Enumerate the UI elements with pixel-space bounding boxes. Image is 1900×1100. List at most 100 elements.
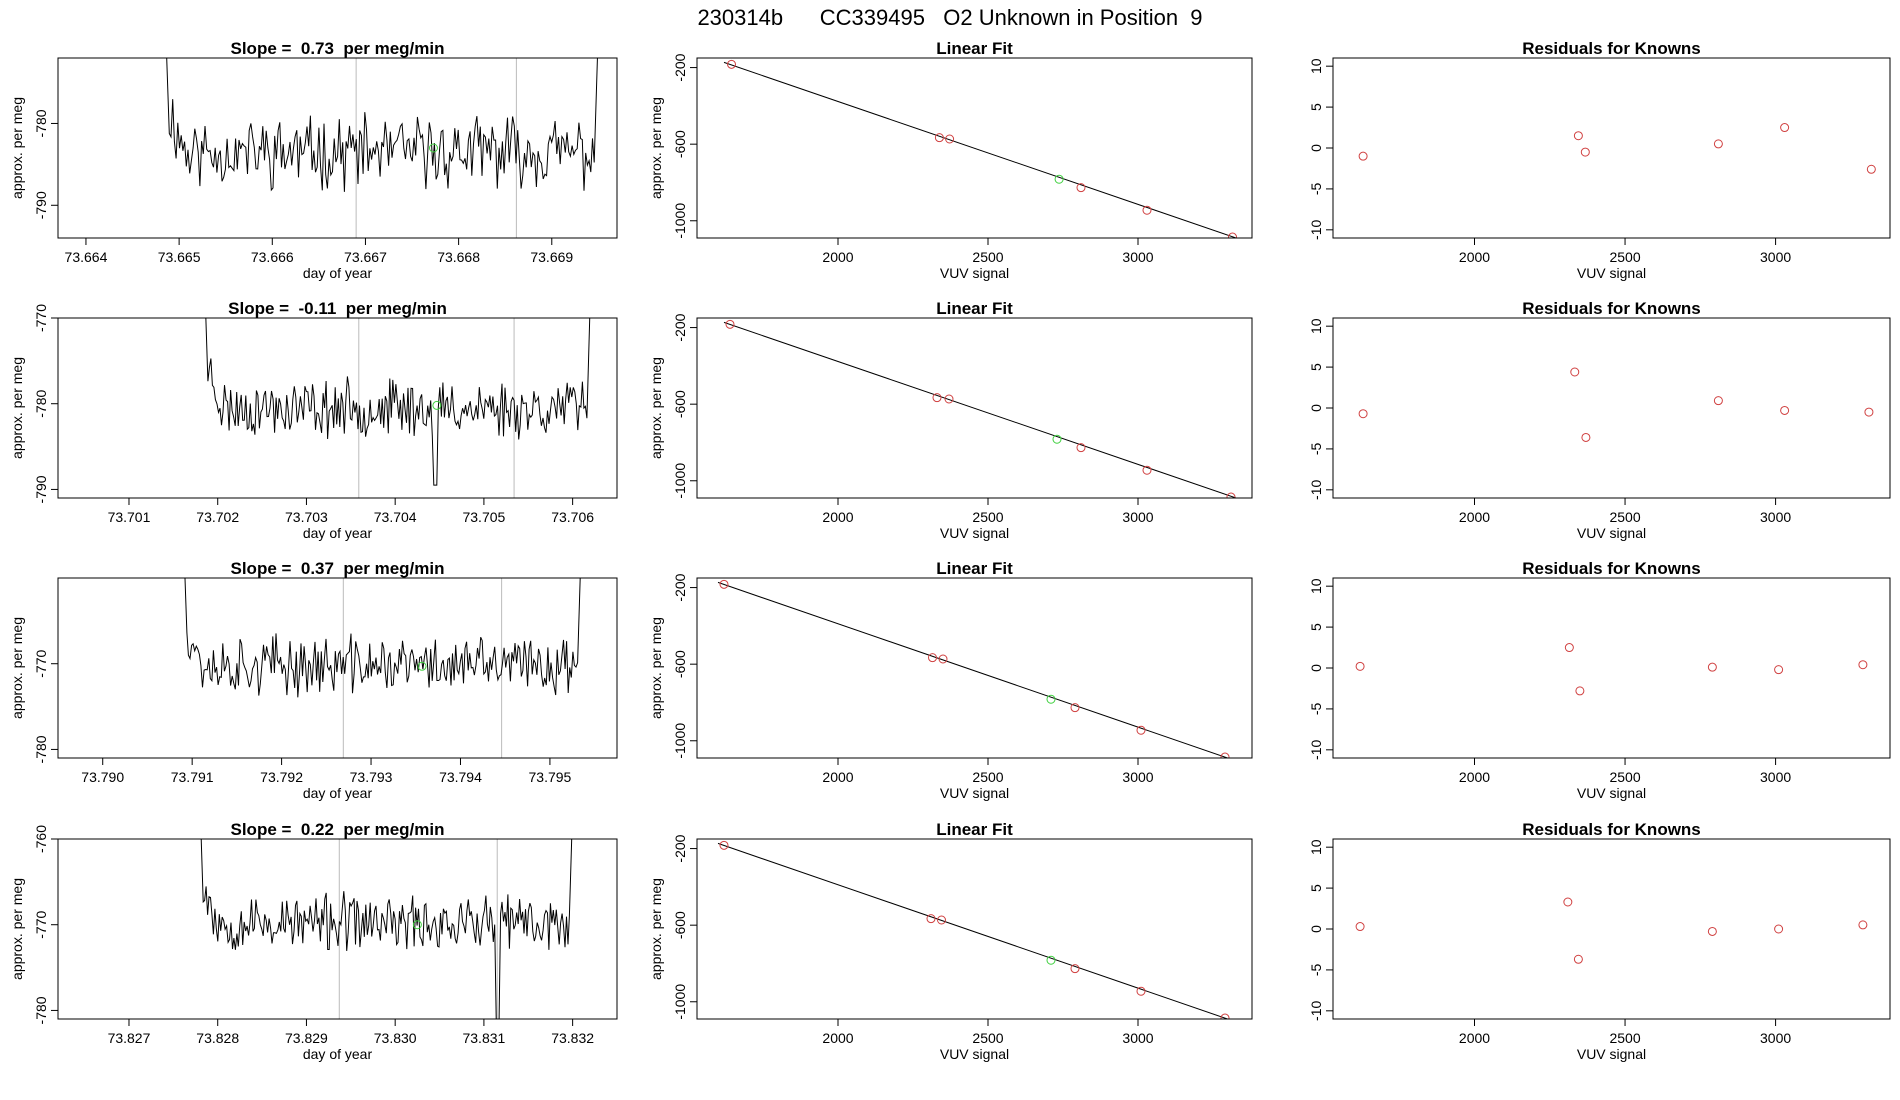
x-tick-label: 2000 — [822, 509, 853, 525]
x-axis-label: VUV signal — [1577, 785, 1646, 801]
unknown-point — [417, 661, 427, 671]
y-tick-label: -5 — [1308, 182, 1324, 195]
residual-point — [1573, 954, 1583, 964]
x-tick-label: 73.794 — [439, 769, 482, 785]
panel-residuals-row-4: Residuals for Knowns 2000 2500 3000 10 5 0 -5 -1… — [1308, 820, 1891, 1062]
panel-title: Slope = -0.11 per meg/min — [228, 299, 447, 318]
residual-point — [1355, 922, 1365, 932]
residual-point — [1355, 661, 1365, 671]
y-tick-label: 10 — [1308, 318, 1324, 334]
known-point — [932, 393, 942, 403]
y-tick-label: -600 — [672, 130, 688, 158]
plot-area — [166, 58, 598, 238]
y-tick-label: -200 — [672, 834, 688, 862]
y-axis-label: approx. per meg — [648, 878, 664, 980]
y-tick-label: -10 — [1308, 1000, 1324, 1020]
y-tick-label: -770 — [33, 649, 49, 677]
plot-frame — [1332, 838, 1891, 1020]
known-point — [937, 915, 946, 925]
y-tick-label: -5 — [1308, 963, 1324, 976]
residual-point — [1707, 662, 1717, 672]
x-tick-label: 73.830 — [374, 1030, 417, 1046]
x-tick-label: 73.790 — [81, 769, 124, 785]
x-tick-label: 2500 — [1609, 1030, 1640, 1046]
plot-area — [1355, 897, 1868, 964]
residual-point — [1780, 405, 1790, 415]
residual-point — [1858, 920, 1868, 930]
y-tick-label: -600 — [672, 911, 688, 939]
unknown-point — [432, 400, 442, 410]
plot-area — [717, 579, 1230, 758]
panel-linear-fit-row-4: Linear Fit 2000 2500 3000 -200 -600 -1000 VUV s… — [648, 820, 1253, 1062]
plot-area — [1358, 367, 1874, 442]
y-tick-label: -5 — [1308, 702, 1324, 715]
x-axis-label: day of year — [303, 525, 373, 541]
x-tick-label: 2000 — [1459, 769, 1490, 785]
x-tick-label: 73.832 — [551, 1030, 594, 1046]
x-tick-label: 73.665 — [158, 249, 201, 265]
x-axis-label: VUV signal — [940, 1046, 1009, 1062]
y-tick-label: -1000 — [672, 463, 688, 499]
plot-area — [1355, 643, 1868, 696]
residual-point — [1858, 660, 1868, 670]
plot-frame — [57, 57, 618, 239]
x-tick-label: 73.703 — [285, 509, 328, 525]
residual-point — [1774, 924, 1784, 934]
y-tick-label: 0 — [1308, 664, 1324, 672]
residual-point — [1866, 164, 1876, 174]
x-tick-label: 2500 — [1609, 769, 1640, 785]
y-tick-label: -1000 — [672, 723, 688, 759]
y-tick-label: 5 — [1308, 363, 1324, 371]
known-point — [1076, 443, 1086, 453]
x-tick-label: 73.668 — [437, 249, 480, 265]
known-point — [1070, 703, 1080, 713]
x-axis-label: VUV signal — [940, 265, 1009, 281]
x-tick-label: 3000 — [1122, 1030, 1153, 1046]
y-tick-label: 10 — [1308, 578, 1324, 594]
y-tick-label: 10 — [1308, 839, 1324, 855]
plot-area — [723, 59, 1238, 238]
residual-point — [1707, 926, 1717, 936]
y-tick-label: -200 — [672, 313, 688, 341]
y-tick-label: -1000 — [672, 203, 688, 239]
x-tick-label: 3000 — [1760, 1030, 1791, 1046]
x-tick-label: 2500 — [972, 769, 1003, 785]
y-tick-label: -10 — [1308, 479, 1324, 499]
y-axis-label: approx. per meg — [9, 357, 25, 459]
plot-area — [184, 578, 581, 758]
residual-point — [1358, 409, 1368, 419]
panel-title: Linear Fit — [936, 39, 1013, 58]
x-tick-label: 73.795 — [529, 769, 572, 785]
residual-point — [1573, 131, 1583, 141]
x-tick-label: 2000 — [822, 1030, 853, 1046]
plot-frame — [696, 317, 1253, 499]
x-tick-label: 73.828 — [196, 1030, 239, 1046]
y-tick-label: 0 — [1308, 925, 1324, 933]
x-tick-label: 3000 — [1760, 249, 1791, 265]
panel-residuals-row-3: Residuals for Knowns 2000 2500 3000 10 5 0 -5 -1… — [1308, 559, 1891, 801]
y-tick-label: -780 — [33, 109, 49, 137]
x-tick-label: 73.704 — [374, 509, 417, 525]
panel-title: Linear Fit — [936, 820, 1013, 839]
x-tick-label: 3000 — [1122, 769, 1153, 785]
unknown-point — [1046, 955, 1056, 965]
x-tick-label: 3000 — [1122, 509, 1153, 525]
x-tick-label: 73.793 — [350, 769, 393, 785]
known-point — [945, 134, 955, 144]
y-tick-label: 10 — [1308, 58, 1324, 74]
x-tick-label: 2500 — [1609, 249, 1640, 265]
y-tick-label: -780 — [33, 996, 49, 1024]
x-tick-label: 3000 — [1760, 769, 1791, 785]
y-tick-label: -780 — [33, 735, 49, 763]
data-trace — [200, 839, 573, 1019]
plot-frame — [696, 838, 1253, 1020]
panel-linear-fit-row-2: Linear Fit 2000 2500 3000 -200 -600 -1000 VUV s… — [648, 299, 1253, 541]
panel-title: Linear Fit — [936, 299, 1013, 318]
y-tick-label: 0 — [1308, 404, 1324, 412]
x-axis-label: day of year — [303, 785, 373, 801]
unknown-point — [1046, 694, 1056, 704]
y-tick-label: -600 — [672, 390, 688, 418]
x-axis-label: day of year — [303, 265, 373, 281]
panel-title: Linear Fit — [936, 559, 1013, 578]
